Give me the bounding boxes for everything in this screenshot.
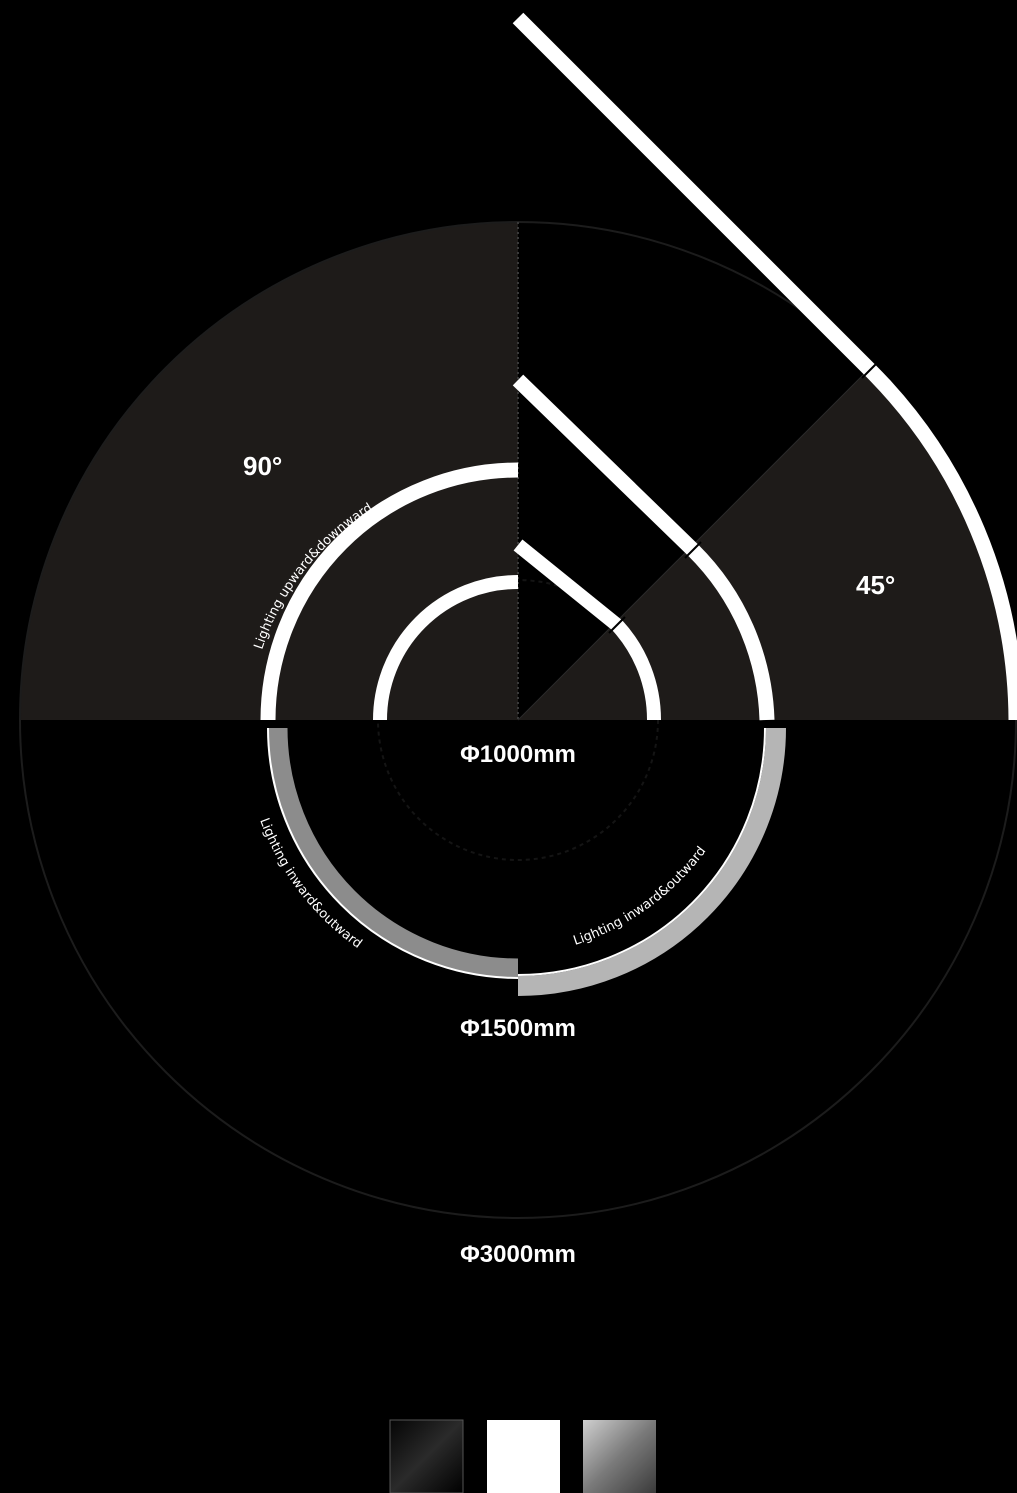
diameter-1500-label: Φ1500mm	[460, 1015, 576, 1042]
arc-inward-outward-left	[268, 727, 519, 978]
arc-inward-outward-right	[517, 727, 786, 996]
light-strip-outer	[512, 12, 1017, 721]
diameter-1000-label: Φ1000mm	[460, 741, 576, 768]
angle-45-label: 45°	[856, 570, 895, 600]
swatch-white	[487, 1420, 560, 1493]
arc-inward-outward-right-edge	[517, 727, 766, 976]
angle-90-label: 90°	[243, 451, 282, 481]
joint-tick-inner	[608, 616, 626, 634]
arc-inward-outward-left-edge	[267, 727, 519, 979]
arc-upward-downward-inner	[373, 575, 519, 721]
swatch-black	[389, 1419, 464, 1493]
joint-tick-middle	[684, 541, 702, 559]
sector-45-degree	[518, 368, 1016, 720]
swatch-gray	[583, 1420, 656, 1493]
light-strip-middle	[512, 374, 775, 721]
arc-upward-downward-outer	[260, 462, 519, 721]
light-strip-inner	[513, 539, 662, 721]
diameter-3000-label: Φ3000mm	[460, 1241, 576, 1268]
joint-tick-outer	[861, 361, 879, 379]
sector-90-degree	[20, 222, 518, 720]
